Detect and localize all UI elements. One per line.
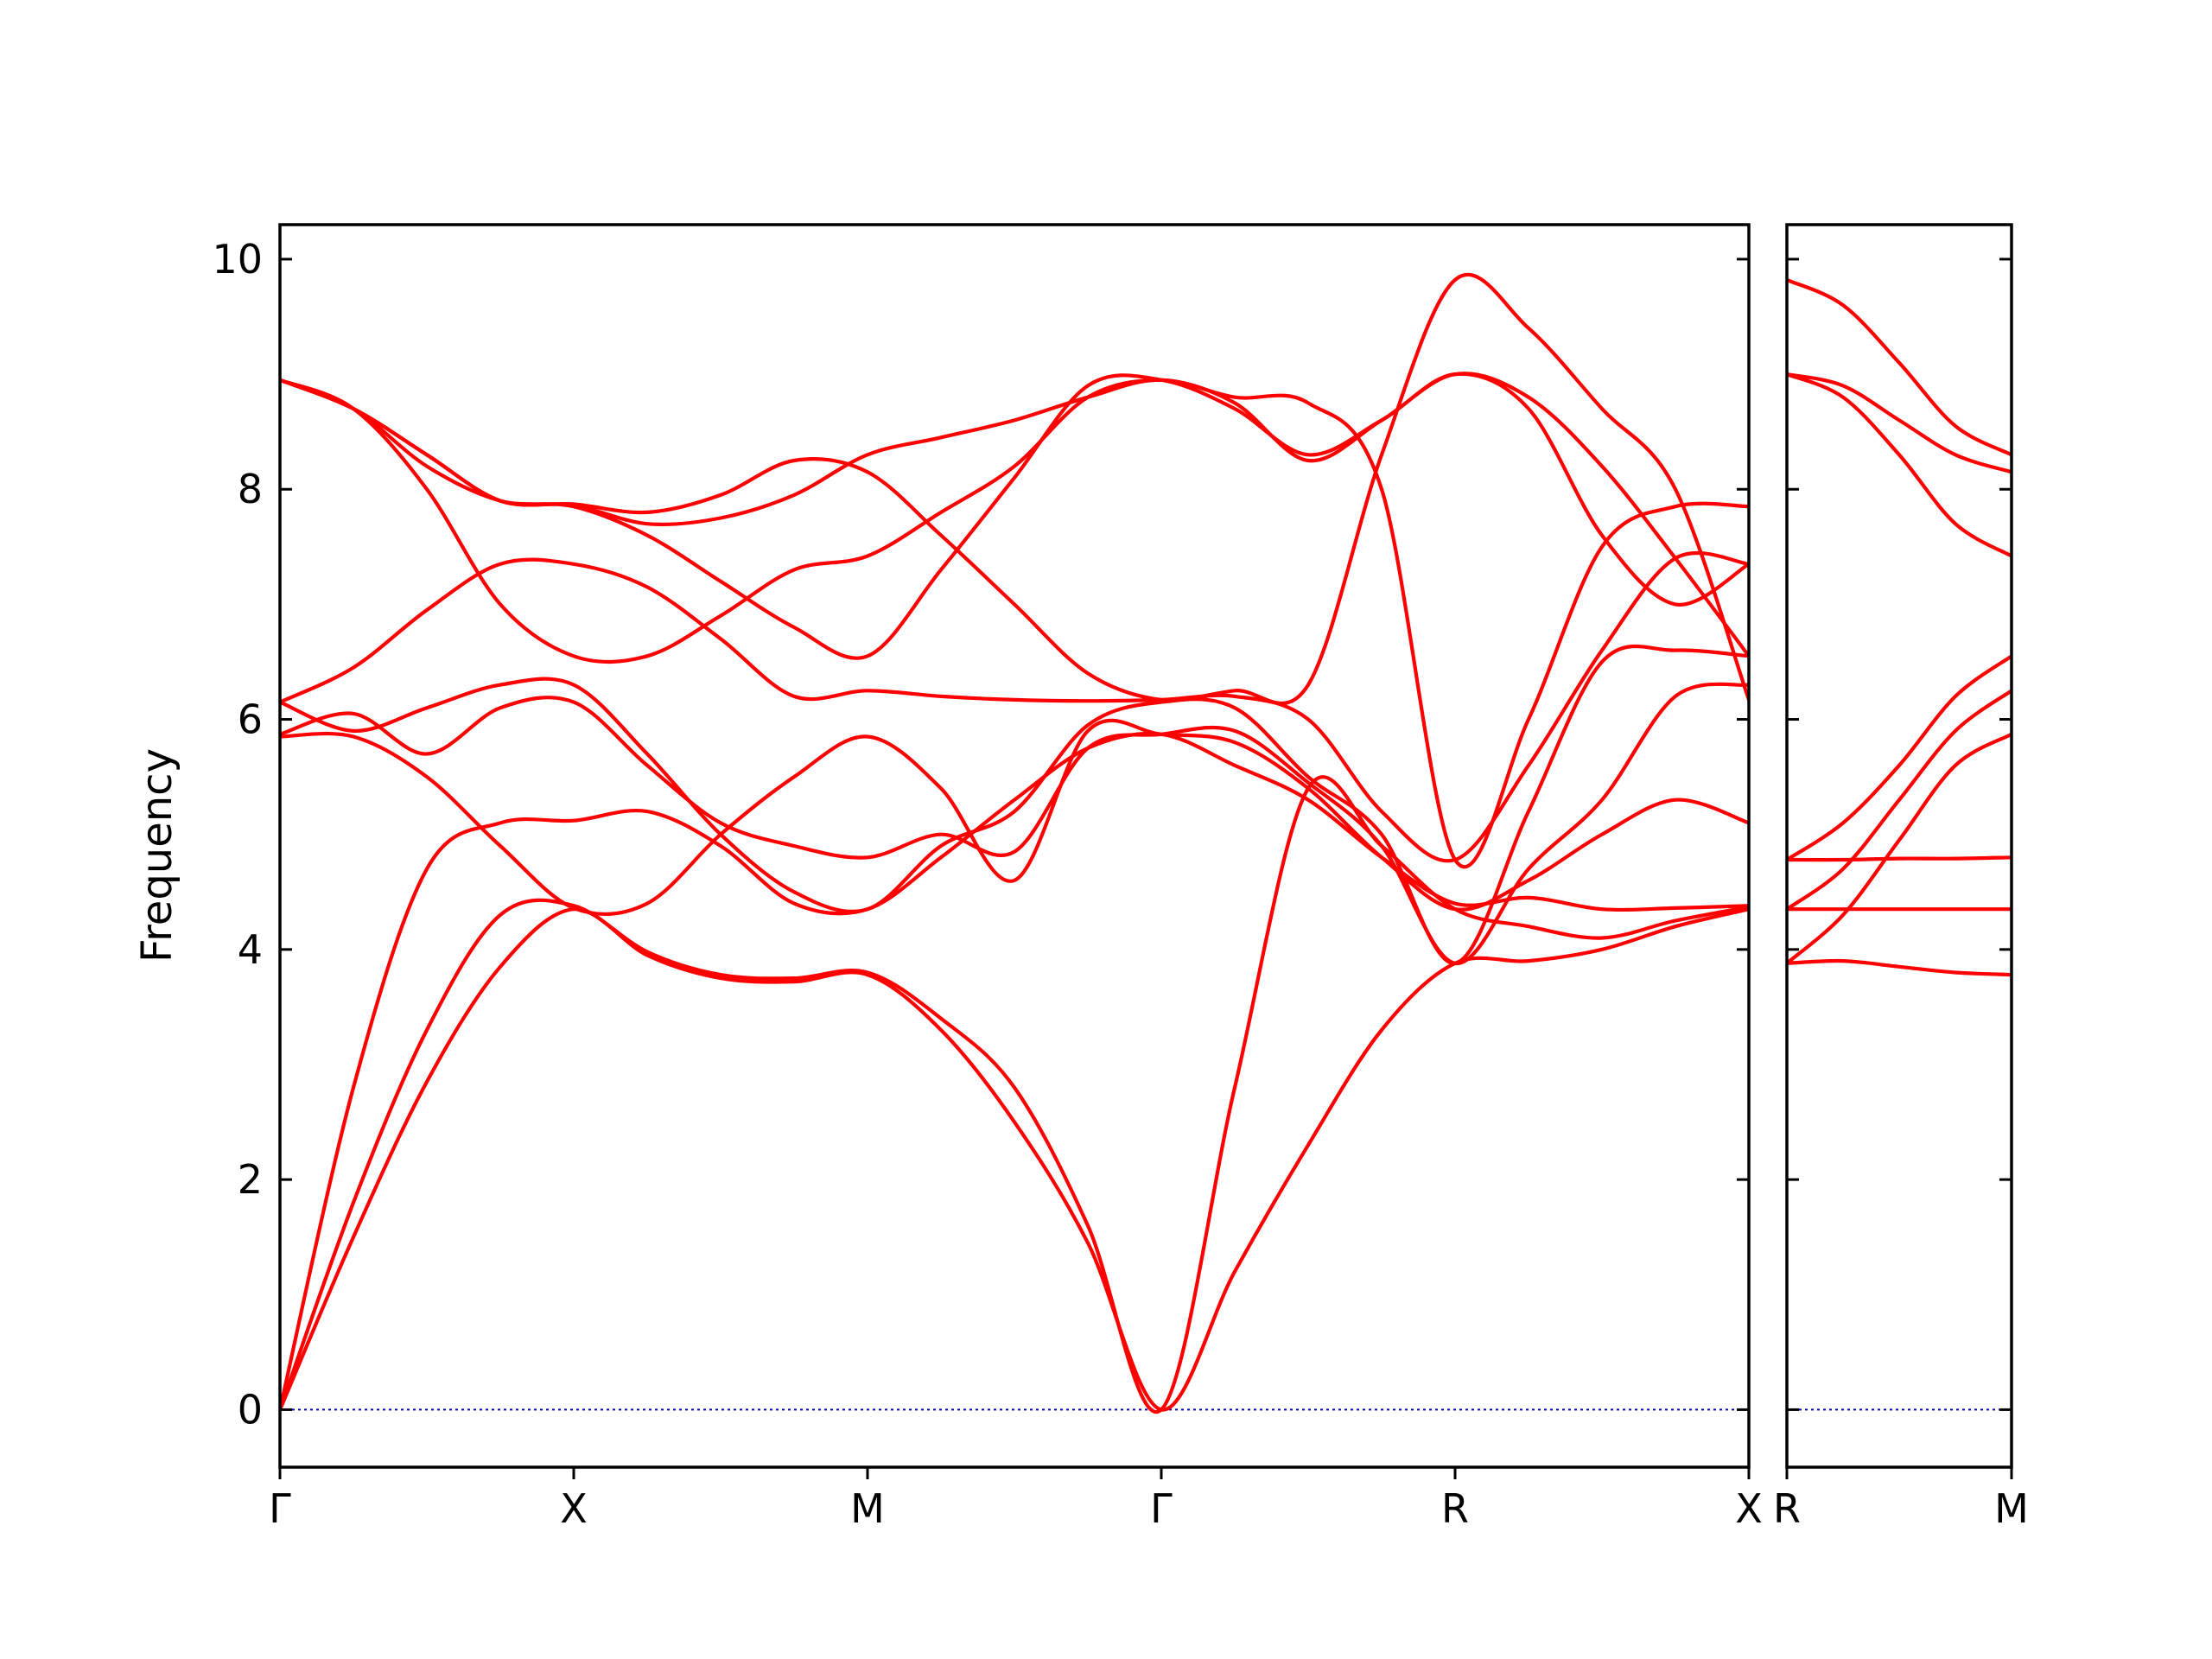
band-line-4 xyxy=(1787,732,2012,965)
band-line-6 xyxy=(280,644,1749,965)
x-tick-label: M xyxy=(1994,1485,2029,1532)
band-line-8 xyxy=(1787,372,2012,474)
plot-frame xyxy=(1785,223,2013,1469)
band-line-1 xyxy=(1787,958,2012,977)
y-tick-label: 10 xyxy=(212,236,263,283)
band-line-6 xyxy=(1787,654,2012,862)
y-tick-label: 2 xyxy=(238,1156,263,1203)
band-line-11 xyxy=(280,272,1749,706)
y-tick-label: 4 xyxy=(238,926,263,973)
band-line-1 xyxy=(280,907,1749,1412)
band-line-5 xyxy=(1787,689,2012,912)
band-panel-1: 0 2 4 6 8 10 Γ X M Γ R X xyxy=(212,223,1763,1532)
band-line-3 xyxy=(1787,855,2012,862)
band-lines xyxy=(280,272,1749,1414)
x-tick-label: R xyxy=(1441,1485,1469,1532)
x-tick-label: X xyxy=(1735,1485,1763,1532)
band-line-7 xyxy=(1787,372,2012,558)
band-line-2 xyxy=(280,775,1749,1414)
band-line-3 xyxy=(280,731,1749,1412)
y-tick-label: 6 xyxy=(238,696,263,743)
band-line-9 xyxy=(280,372,1749,660)
x-tick-label: X xyxy=(560,1485,588,1532)
band-line-7 xyxy=(280,550,1749,863)
x-tick-label: R xyxy=(1773,1485,1801,1532)
band-lines xyxy=(1787,277,2012,977)
band-line-8 xyxy=(280,378,1749,869)
x-tick-label: M xyxy=(850,1485,885,1532)
y-tick-label: 0 xyxy=(238,1386,263,1433)
x-tick-label: Γ xyxy=(1150,1485,1173,1532)
band-line-4 xyxy=(280,718,1749,917)
y-tick-label: 8 xyxy=(238,466,263,512)
band-line-5 xyxy=(280,682,1749,965)
band-line-10 xyxy=(280,372,1749,658)
y-axis-label: Frequency xyxy=(133,748,181,963)
band-line-9 xyxy=(1787,277,2012,457)
plot-frame xyxy=(278,223,1751,1469)
x-tick-label: Γ xyxy=(269,1485,291,1532)
